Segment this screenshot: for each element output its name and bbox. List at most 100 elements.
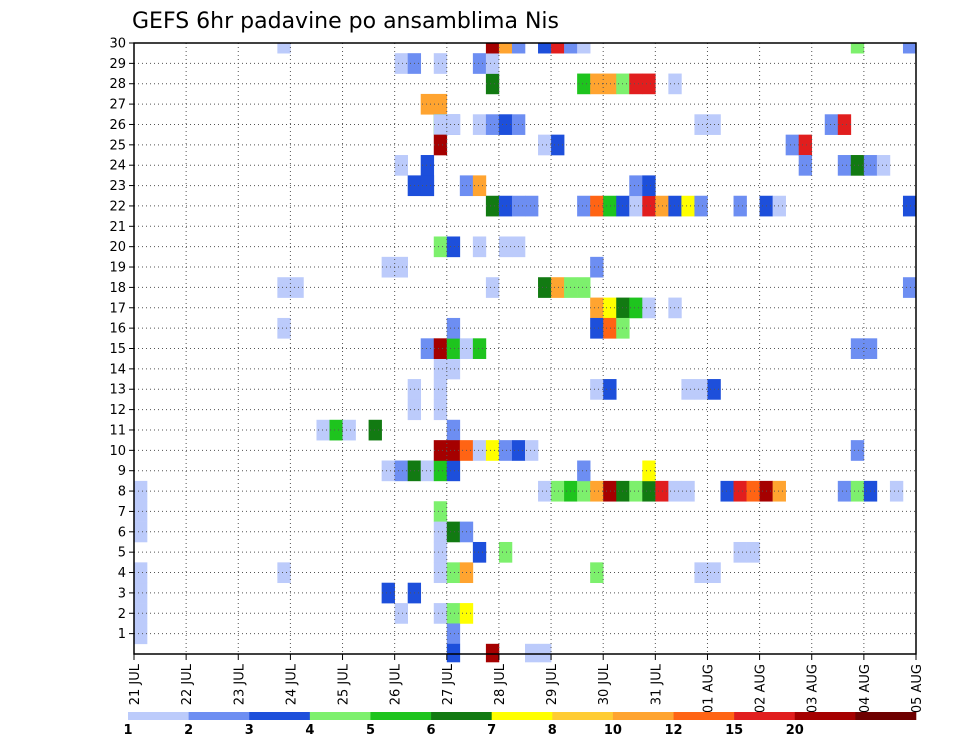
legend-label: 1 [123, 723, 132, 738]
y-tick-label: 21 [109, 220, 126, 235]
heat-cell [603, 379, 617, 400]
heat-cell [603, 195, 617, 217]
x-tick-label: 24 JUL [284, 663, 299, 705]
y-tick-label: 11 [109, 423, 126, 438]
y-tick-label: 17 [109, 301, 126, 316]
heat-cell [134, 521, 148, 543]
heat-cell [433, 521, 448, 543]
heat-cell [642, 480, 656, 502]
heat-cell [394, 256, 408, 278]
heat-cell [485, 53, 500, 74]
x-tick-label: 31 JUL [649, 663, 664, 705]
heat-cell [394, 155, 408, 176]
legend-swatch [128, 712, 189, 720]
legend-swatch [734, 712, 796, 720]
heat-cell [577, 73, 591, 95]
y-tick-label: 4 [118, 566, 126, 581]
heat-cell [446, 643, 461, 663]
heat-cell [577, 195, 591, 217]
heat-cell [472, 114, 487, 135]
heat-cell [603, 297, 617, 319]
heat-cell [498, 440, 513, 461]
heat-cell [446, 460, 461, 482]
legend-swatch [249, 712, 311, 720]
heat-cell [433, 134, 448, 156]
heat-cell [472, 440, 487, 461]
heat-cell [668, 297, 682, 319]
y-tick-label: 30 [109, 37, 126, 52]
heat-cell [485, 195, 500, 217]
heat-cell [433, 501, 448, 522]
heat-cell [850, 480, 865, 502]
heat-cell [433, 358, 448, 380]
y-tick-label: 9 [118, 464, 126, 479]
heat-cell [433, 603, 448, 624]
y-tick-label: 2 [118, 607, 126, 622]
heat-cell [420, 175, 435, 197]
heat-cell [498, 195, 513, 217]
heat-cell [681, 195, 695, 217]
heat-cell [472, 175, 487, 197]
heat-cell [629, 297, 643, 319]
chart-title: GEFS 6hr padavine po ansamblima Nis [132, 9, 559, 34]
x-tick-label: 01 AUG [701, 664, 716, 713]
heat-cell [681, 480, 695, 502]
heat-cell [433, 541, 448, 563]
heat-cell [837, 114, 852, 135]
heat-cell [420, 460, 435, 482]
y-tick-label: 15 [109, 342, 126, 357]
heat-cell [668, 480, 682, 502]
heat-cell [746, 541, 760, 563]
heat-cell [694, 562, 708, 584]
x-tick-label: 05 AUG [910, 664, 925, 713]
heat-cell [433, 53, 448, 74]
heat-cell [902, 195, 917, 217]
heat-cell [433, 338, 448, 359]
legend-swatch [673, 712, 735, 720]
heat-cell [629, 195, 643, 217]
heat-cell [551, 43, 565, 54]
y-tick-label: 23 [109, 179, 126, 194]
y-tick-label: 1 [118, 627, 126, 642]
x-tick-label: 30 JUL [597, 663, 612, 705]
heat-cell [538, 134, 552, 156]
heat-cell [446, 419, 461, 441]
heat-cell [850, 338, 865, 359]
y-tick-label: 18 [109, 281, 126, 296]
heat-cell [694, 379, 708, 400]
heat-cell [733, 541, 747, 563]
x-tick-label: 27 JUL [441, 663, 456, 705]
x-tick-label: 02 AUG [754, 664, 769, 713]
y-tick-label: 25 [109, 138, 126, 153]
x-axis-ticks: 21 JUL 22 JUL 23 JUL 24 JUL 25 JUL 26 JUL 27 J… [128, 654, 925, 713]
y-tick-label: 22 [109, 199, 126, 214]
x-tick-label: 26 JUL [389, 663, 404, 705]
heat-cell [472, 236, 487, 258]
heat-cell [316, 419, 330, 441]
heat-cell [420, 93, 435, 115]
y-tick-label: 26 [109, 118, 126, 133]
legend-label: 7 [487, 723, 496, 738]
heat-cell [433, 440, 448, 461]
legend-label: 15 [725, 723, 743, 738]
y-tick-label: 10 [109, 444, 126, 459]
cells-layer [134, 43, 917, 663]
legend-swatch [431, 712, 492, 720]
legend-swatch [794, 712, 856, 720]
heat-cell [837, 155, 852, 176]
legend-label: 20 [786, 723, 804, 738]
heat-cell [603, 480, 617, 502]
heat-cell [433, 93, 448, 115]
heat-cell [485, 440, 500, 461]
y-tick-label: 14 [109, 362, 126, 377]
legend-label: 10 [604, 723, 622, 738]
heat-cell [902, 43, 917, 54]
heat-cell [485, 43, 500, 54]
heat-cell [629, 175, 643, 197]
heat-cell [577, 43, 591, 54]
heat-cell [798, 155, 813, 176]
heat-cell [433, 236, 448, 258]
legend-swatch [309, 712, 371, 720]
heat-cell [446, 562, 461, 584]
